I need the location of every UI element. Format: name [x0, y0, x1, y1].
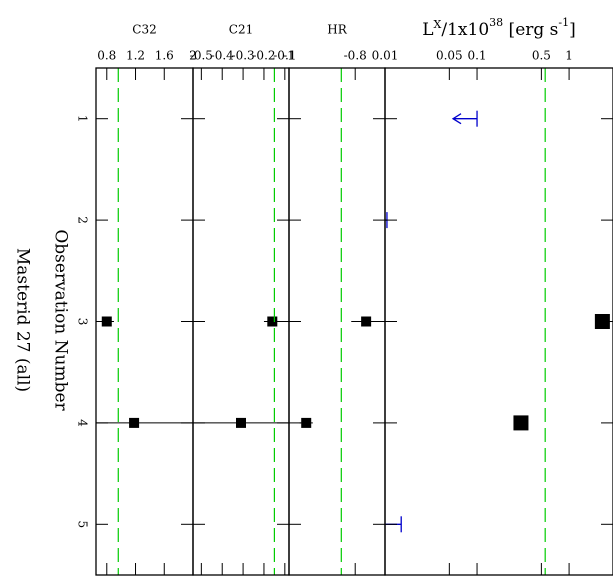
y-axis-label: Observation Number	[51, 229, 71, 411]
x-tick-label: -0.5	[190, 49, 213, 63]
limit-head	[363, 215, 371, 225]
title-part: X	[434, 18, 442, 31]
limit-head	[451, 113, 462, 125]
x-tick-label: 0.01	[372, 49, 399, 63]
data-point	[236, 417, 246, 428]
x-tick-label: -0.8	[344, 49, 367, 63]
data-point	[267, 316, 278, 327]
data-point	[513, 415, 529, 431]
x-tick-label: 0.5	[532, 49, 551, 63]
panel-title: C32	[132, 23, 156, 37]
data-point	[129, 417, 140, 428]
panel	[299, 316, 382, 428]
y-tick-label: 1	[76, 115, 90, 123]
x-tick-label: 0.05	[436, 49, 463, 63]
x-tick-label: 0.1	[467, 49, 486, 63]
title-part: 38	[489, 16, 503, 29]
x-tick-label: 1	[565, 49, 573, 63]
x-tick-label: 1.6	[155, 49, 174, 63]
x-tick-label: -0.3	[232, 49, 255, 63]
title-part: [erg s	[503, 20, 558, 40]
title-part: L	[422, 20, 433, 40]
panel	[96, 316, 193, 428]
data-point	[301, 417, 312, 428]
title-part: -1	[558, 16, 569, 29]
panel-title: HR	[327, 23, 347, 37]
data-point	[361, 316, 372, 327]
y-axis-title: Masterid 27 (all)	[13, 248, 33, 392]
x-tick-label: 0.8	[97, 49, 116, 63]
x-tick-label: -0.1	[273, 49, 296, 63]
y-tick-label: 4	[76, 419, 90, 427]
panel	[193, 316, 289, 428]
panel-title: C21	[229, 23, 253, 37]
x-tick-label: -0.2	[252, 49, 275, 63]
x-tick-label: 2	[189, 49, 197, 63]
title-part: /1x10	[441, 20, 489, 40]
y-tick-label: 2	[76, 216, 90, 224]
x-tick-label: 1.2	[126, 49, 145, 63]
upper-limit	[451, 110, 478, 127]
panel-frame	[384, 67, 613, 576]
panel	[363, 110, 610, 533]
title-part: ]	[569, 20, 576, 40]
y-tick-label: 5	[76, 520, 90, 528]
x-tick-label: -1	[283, 49, 295, 63]
x-tick-label: -0.4	[211, 49, 235, 63]
y-tick-label: 3	[76, 318, 90, 326]
panel-title: LX/1x1038 [erg s-1]	[422, 16, 576, 40]
